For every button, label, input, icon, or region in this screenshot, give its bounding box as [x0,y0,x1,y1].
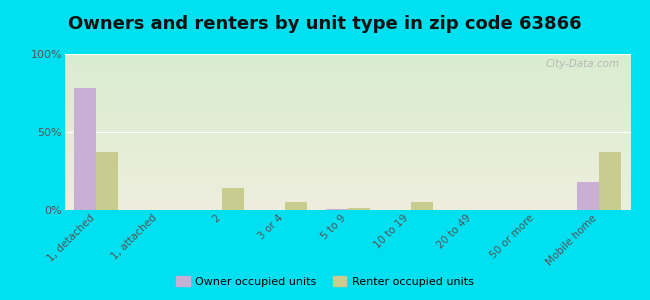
Bar [222,188,244,210]
Text: City-Data.com: City-Data.com [545,59,619,69]
Bar [599,152,621,210]
Bar [411,202,432,210]
Bar [74,88,96,210]
Text: Owners and renters by unit type in zip code 63866: Owners and renters by unit type in zip c… [68,15,582,33]
Bar [285,202,307,210]
Bar [577,182,599,210]
Bar [326,209,348,210]
Bar [348,208,370,210]
Bar [96,152,118,210]
Legend: Owner occupied units, Renter occupied units: Owner occupied units, Renter occupied un… [172,272,478,291]
